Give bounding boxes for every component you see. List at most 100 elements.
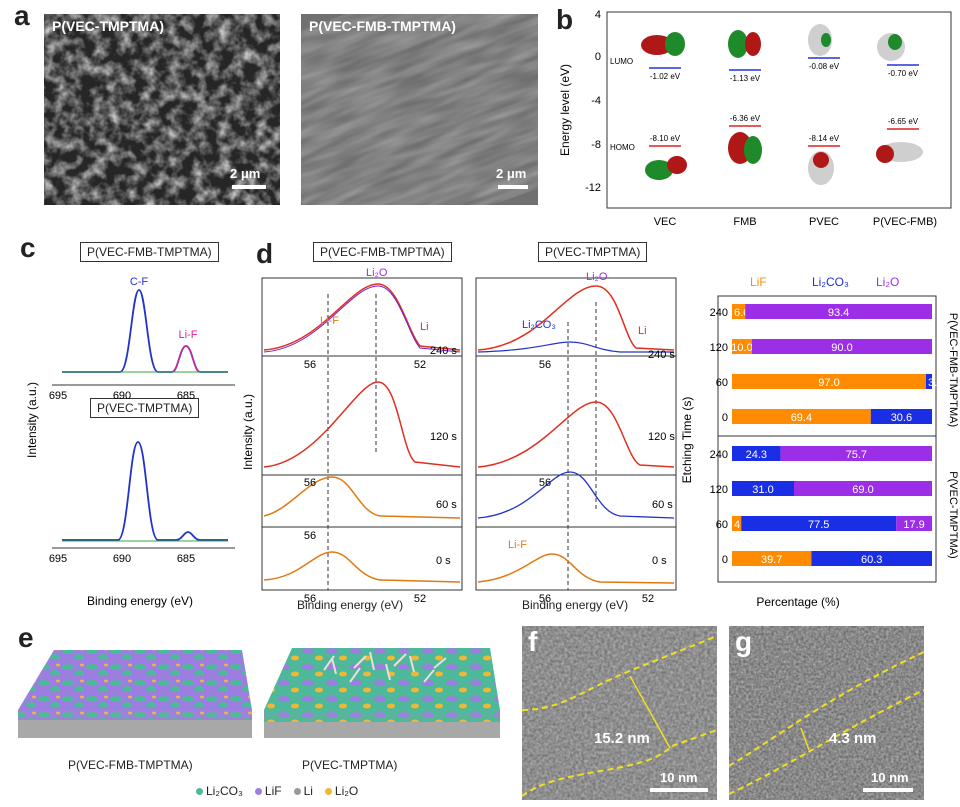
energy-level-diagram: Energy level (eV) 4 0 -4 -8 -12 LUMO HOM… — [558, 9, 952, 228]
stack-ylabel: Etching Time (s) — [680, 397, 694, 484]
stack-bar-label: 24.3 — [746, 449, 767, 461]
stack-bar-li2co3 — [741, 516, 897, 531]
e-legend: Li₂CO₃ LiF Li Li₂O — [196, 784, 358, 798]
peak-cf: C-F — [130, 276, 149, 288]
energy-ytick: -12 — [585, 182, 601, 194]
scale-label-a2: 2 μm — [496, 166, 527, 181]
energy-category: VEC — [654, 216, 677, 228]
stack-group-label: P(VEC-TMPTMA) — [947, 471, 959, 558]
stack-bar-label: 60.3 — [861, 554, 882, 566]
d-xtick: 56 — [304, 530, 316, 542]
d-xtick: 52 — [642, 593, 654, 605]
d-xtick: 56 — [539, 477, 551, 489]
orbital-graphics — [641, 24, 923, 185]
d-xtick: 56 — [539, 593, 551, 605]
tem-image-g: g 4.3 nm 10 nm — [729, 626, 924, 800]
energy-category: P(VEC-FMB) — [873, 216, 937, 228]
tem-image-f: f 15.2 nm 10 nm — [522, 626, 717, 800]
stack-bar-lif — [732, 516, 742, 531]
sem-title-fmb-tmptma: P(VEC-FMB-TMPTMA) — [309, 18, 456, 34]
scale-label-f: 10 nm — [660, 770, 698, 785]
d-left-title: P(VEC-FMB-TMPTMA) — [313, 242, 452, 262]
c-bottom-fit — [62, 441, 228, 541]
d-xtick: 56 — [304, 359, 316, 371]
stack-legend-li2co3: Li₂CO₃ — [812, 275, 849, 289]
stack-ytick: 120 — [710, 342, 728, 354]
d-xtick: 56 — [539, 359, 551, 371]
d-peak-lif-left: Li-F — [320, 315, 339, 327]
stack-bar-label: 69.0 — [852, 484, 873, 496]
stack-bar-lif — [732, 304, 746, 319]
scale-bar-a2 — [498, 185, 528, 189]
c-ylabel: Intensity (a.u.) — [25, 382, 39, 458]
legend-lif: LiF — [254, 784, 282, 798]
d-time: 120 s — [430, 431, 457, 443]
stack-bar-li2co3 — [811, 551, 932, 566]
d-peak-li-right: Li — [638, 325, 647, 337]
sei-top-fmb — [18, 650, 252, 710]
panel-label-c: c — [20, 232, 36, 263]
stack-bar-li2o — [896, 516, 932, 531]
stack-bar-li2co3 — [926, 374, 932, 389]
c-top-title: P(VEC-FMB-TMPTMA) — [80, 242, 219, 262]
energy-category: PVEC — [809, 216, 839, 228]
d-peak-li-left: Li — [420, 321, 429, 333]
stack-bar-label: 31.0 — [752, 484, 773, 496]
d-time: 0 s — [436, 555, 451, 567]
c-xtick: 695 — [49, 390, 67, 402]
lumo-label: LUMO — [610, 57, 633, 66]
sem-title-tmptma: P(VEC-TMPTMA) — [52, 18, 164, 34]
etching-composition-chart: Etching Time (s) Percentage (%) LiF Li₂C… — [680, 275, 959, 609]
d-xtick: 52 — [414, 593, 426, 605]
stack-bar-label: 93.4 — [828, 307, 849, 319]
c-xlabel: Binding energy (eV) — [87, 594, 193, 608]
sei-schematic — [18, 648, 500, 738]
energy-category: FMB — [733, 216, 756, 228]
d-right-title: P(VEC-TMPTMA) — [538, 242, 648, 262]
c-bottom-title: P(VEC-TMPTMA) — [90, 398, 200, 418]
stack-xlabel: Percentage (%) — [756, 595, 839, 609]
lumo-value: -1.13 eV — [730, 74, 761, 83]
scale-bar-g — [863, 788, 913, 792]
stack-bar-label: 10.0 — [731, 342, 752, 354]
d-xtick: 56 — [304, 593, 316, 605]
xps-f1s-plot: Intensity (a.u.) 695 690 685 695 690 685… — [25, 276, 235, 608]
stack-bar-label: 77.5 — [808, 519, 829, 531]
stack-legend-lif: LiF — [750, 275, 767, 289]
lumo-value: -0.70 eV — [888, 69, 919, 78]
thickness-f: 15.2 nm — [594, 730, 650, 747]
c-xtick: 685 — [177, 390, 195, 402]
panel-label-d: d — [256, 238, 274, 269]
energy-ytick: 4 — [595, 9, 601, 21]
stack-bar-label: 17.9 — [903, 519, 924, 531]
energy-frame — [606, 11, 952, 209]
d-ylabel: Intensity (a.u.) — [241, 394, 255, 470]
homo-value: -8.10 eV — [650, 134, 681, 143]
c-top-fit — [62, 289, 228, 373]
panel-label-g: g — [735, 626, 753, 657]
stack-ytick: 240 — [710, 449, 728, 461]
stack-bar-li2co3 — [870, 409, 932, 424]
legend-li2co3: Li₂CO₃ — [196, 784, 243, 798]
lumo-value: -0.08 eV — [809, 62, 840, 71]
c-top-lif-fit — [171, 345, 201, 373]
energy-ytick: 0 — [595, 51, 601, 63]
e-caption-right: P(VEC-TMPTMA) — [302, 758, 398, 772]
stack-ytick: 60 — [716, 519, 728, 531]
stack-group-label: P(VEC-FMB-TMPTMA) — [947, 313, 959, 427]
panel-label-b: b — [556, 4, 574, 35]
stack-bar-label: 69.4 — [791, 412, 812, 424]
d-peak-lif-right: Li-F — [508, 539, 527, 551]
thickness-g: 4.3 nm — [829, 730, 877, 747]
homo-value: -6.65 eV — [888, 117, 919, 126]
panel-label-a: a — [14, 0, 30, 31]
d-time: 240 s — [430, 345, 457, 357]
stack-bar-lif — [732, 339, 752, 354]
d-peak-li2co3-right: Li₂CO₃ — [522, 319, 556, 331]
d-peak-li2o-right: Li₂O — [586, 271, 608, 283]
xps-li1s-plots: Intensity (a.u.) Li-F Li₂O Li Li₂CO₃ Li₂… — [241, 267, 677, 605]
c-xtick: 690 — [113, 553, 131, 565]
stack-bar-label: 30.6 — [891, 412, 912, 424]
d-xtick: 52 — [414, 359, 426, 371]
e-caption-left: P(VEC-FMB-TMPTMA) — [68, 758, 193, 772]
